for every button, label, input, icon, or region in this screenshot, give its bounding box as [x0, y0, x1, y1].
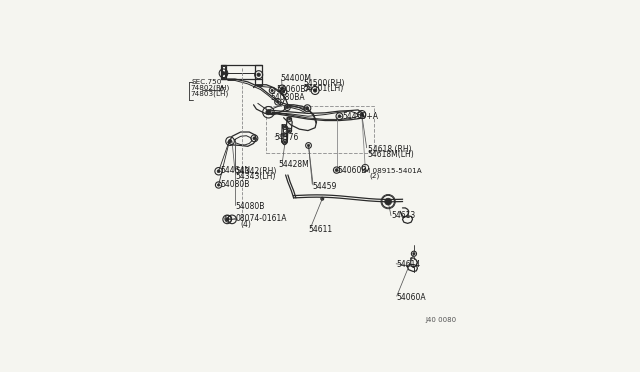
Text: 54428M: 54428M: [279, 160, 310, 169]
Text: 54060B: 54060B: [337, 166, 367, 175]
Circle shape: [413, 253, 415, 255]
Circle shape: [286, 106, 289, 109]
Text: 54080BA: 54080BA: [270, 93, 305, 102]
Text: 54060BA: 54060BA: [276, 84, 311, 93]
Text: M 08915-5401A: M 08915-5401A: [364, 168, 422, 174]
Text: 54501(LH): 54501(LH): [303, 84, 344, 93]
Circle shape: [306, 107, 309, 110]
Circle shape: [322, 198, 323, 199]
Text: 54614: 54614: [396, 260, 420, 269]
Text: 54618M(LH): 54618M(LH): [367, 150, 414, 160]
Text: J40 0080: J40 0080: [426, 317, 456, 323]
Text: (2): (2): [369, 173, 380, 179]
Text: 54376: 54376: [275, 133, 299, 142]
Text: 54500(RH): 54500(RH): [303, 79, 345, 88]
Text: 54060A: 54060A: [397, 293, 426, 302]
Circle shape: [335, 169, 338, 171]
Circle shape: [217, 170, 220, 173]
Text: 08074-0161A: 08074-0161A: [236, 214, 287, 223]
Circle shape: [271, 89, 273, 92]
Text: 54618 (RH): 54618 (RH): [367, 145, 411, 154]
Circle shape: [257, 73, 260, 76]
Circle shape: [289, 118, 290, 120]
Circle shape: [276, 101, 279, 103]
Circle shape: [225, 218, 229, 221]
Text: 54080B: 54080B: [236, 202, 265, 211]
Circle shape: [307, 144, 310, 147]
Text: 54342(RH): 54342(RH): [236, 167, 277, 176]
Text: (4): (4): [241, 220, 252, 229]
Text: 54464N: 54464N: [221, 166, 251, 175]
Circle shape: [266, 110, 271, 115]
Circle shape: [284, 141, 285, 143]
Circle shape: [314, 89, 317, 92]
Circle shape: [228, 140, 232, 143]
Circle shape: [281, 87, 284, 90]
Bar: [266, 106, 374, 154]
Circle shape: [385, 198, 392, 205]
Circle shape: [221, 71, 225, 75]
Circle shape: [289, 130, 290, 131]
Text: 74803(LH): 74803(LH): [191, 91, 228, 97]
Circle shape: [360, 113, 364, 116]
Circle shape: [284, 134, 285, 135]
Text: 54459+A: 54459+A: [342, 112, 378, 121]
Text: 54343(LH): 54343(LH): [236, 173, 276, 182]
Text: 54611: 54611: [308, 225, 333, 234]
Text: R: R: [227, 216, 231, 221]
Circle shape: [338, 115, 341, 118]
Text: 54400M: 54400M: [281, 74, 312, 83]
Circle shape: [218, 184, 220, 186]
Text: 54080B: 54080B: [221, 180, 250, 189]
Text: 54459: 54459: [312, 182, 337, 191]
Text: SEC.750: SEC.750: [192, 79, 222, 85]
Circle shape: [282, 91, 285, 93]
Text: 74802(RH): 74802(RH): [191, 85, 230, 92]
Text: 54613: 54613: [392, 211, 416, 221]
Circle shape: [253, 137, 256, 140]
Circle shape: [284, 126, 285, 128]
